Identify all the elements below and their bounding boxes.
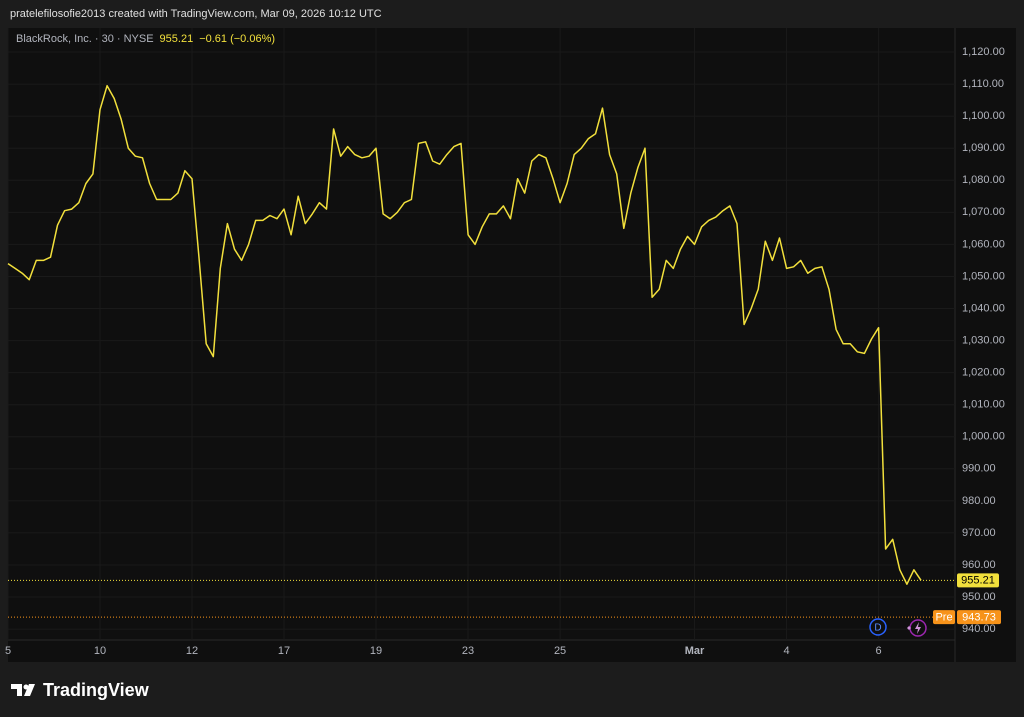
y-tick-label: 1,010.00 (962, 399, 1005, 411)
legend: BlackRock, Inc. · 30 · NYSE 955.21 −0.61… (16, 33, 275, 45)
y-tick-label: 960.00 (962, 559, 996, 571)
sparkle (907, 626, 911, 630)
x-tick-label: 17 (278, 645, 290, 657)
y-tick-label: 1,020.00 (962, 367, 1005, 379)
y-tick-label: 1,100.00 (962, 110, 1005, 122)
premarket-price-box (957, 610, 1001, 625)
y-tick-label: 1,080.00 (962, 174, 1005, 186)
y-tick-label: 940.00 (962, 623, 996, 635)
last-price-label: 955.21 (961, 575, 995, 587)
premarket-price: 943.73 (962, 612, 996, 624)
y-tick-label: 1,040.00 (962, 302, 1005, 314)
dividend-icon[interactable]: D (869, 618, 887, 636)
x-tick-label: 5 (5, 645, 11, 657)
y-tick-label: 1,000.00 (962, 431, 1005, 443)
x-tick-label: 12 (186, 645, 198, 657)
lightning (915, 622, 921, 634)
x-tick-label: Mar (685, 645, 705, 657)
x-tick-label: 4 (783, 645, 789, 657)
y-tick-label: 1,110.00 (962, 78, 1004, 90)
logo-mark-1 (11, 684, 22, 696)
x-tick-label: 23 (462, 645, 474, 657)
attribution: pratelefilosofie2013 created with Tradin… (10, 8, 382, 20)
y-tick-label: 1,120.00 (962, 46, 1005, 58)
legend-change: −0.61 (−0.06%) (199, 33, 275, 45)
grid (7, 28, 955, 640)
y-tick-label: 990.00 (962, 463, 996, 475)
legend-last: 955.21 (160, 33, 194, 45)
tradingview-logo: TradingView (11, 680, 150, 700)
legend-symbol: BlackRock, Inc. · 30 · NYSE (16, 33, 154, 45)
y-tick-label: 1,030.00 (962, 334, 1005, 346)
x-tick-label: 19 (370, 645, 382, 657)
last-price-box (957, 573, 999, 588)
logo-mark-3 (24, 684, 35, 696)
logo-text: TradingView (43, 680, 150, 700)
x-tick-label: 10 (94, 645, 106, 657)
premarket-tag: Pre (935, 612, 952, 624)
y-tick-label: 1,070.00 (962, 206, 1005, 218)
y-tick-label: 1,090.00 (962, 142, 1005, 154)
y-tick-label: 1,060.00 (962, 238, 1005, 250)
x-tick-label: 25 (554, 645, 566, 657)
y-tick-label: 980.00 (962, 495, 996, 507)
y-tick-label: 1,050.00 (962, 270, 1005, 282)
premarket-tag-box (933, 610, 955, 625)
dividend-circle (869, 618, 887, 636)
price-line (7, 84, 922, 585)
chart-panel (8, 28, 1016, 662)
earnings-icon[interactable] (907, 619, 927, 637)
y-tick-label: 970.00 (962, 527, 996, 539)
dividend-label: D (874, 623, 881, 634)
plot: 940.00 950.00 960.00 970.00 980.00 990.00 1,00… (5, 46, 1005, 657)
y-tick-label: 950.00 (962, 591, 996, 603)
x-tick-label: 6 (875, 645, 881, 657)
